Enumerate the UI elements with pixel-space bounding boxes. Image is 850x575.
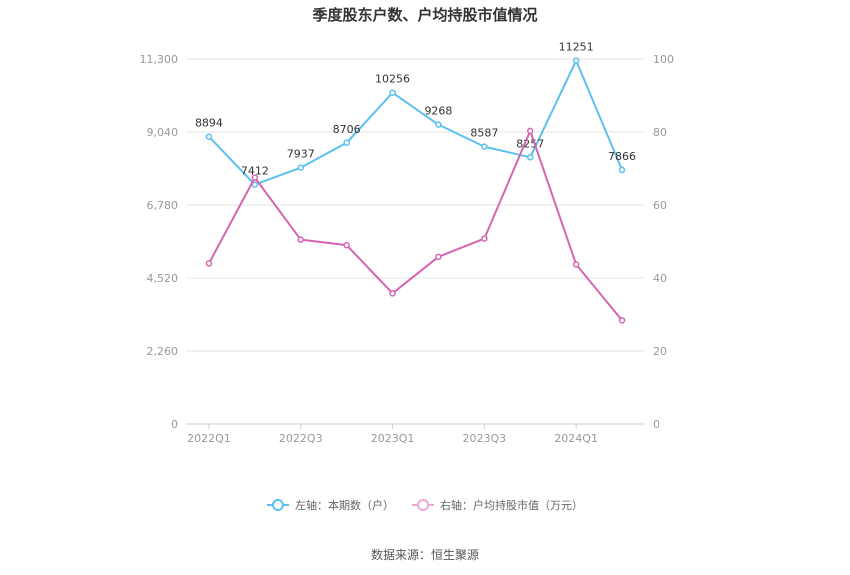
x-tick-label: 2023Q3 [463,432,507,445]
data-point-0 [618,166,626,174]
y-right-tick-label: 20 [653,345,667,358]
y-right-tick-label: 80 [653,126,667,139]
data-point-0 [343,139,350,147]
data-point-1 [618,317,626,324]
y-left-tick-label: 9,040 [147,126,179,139]
y-right-tick-label: 0 [653,418,660,431]
y-right-tick-label: 60 [653,199,667,212]
data-source: 数据来源：恒生聚源 [370,548,479,562]
data-label: 9268 [424,105,452,118]
data-point-0 [389,89,396,96]
data-label: 10256 [375,73,410,86]
data-point-0 [527,154,534,161]
legend-swatch-avg-value-icon [412,499,434,511]
data-point-1 [205,260,213,267]
data-label: 7412 [241,165,269,178]
data-point-1 [297,236,304,243]
x-tick-label: 2022Q3 [279,432,323,445]
data-point-1 [527,127,534,135]
series-line-0 [208,59,623,186]
data-label: 7937 [287,148,315,161]
legend-label-households: 左轴：本期数（户） [295,499,394,512]
data-point-1 [435,253,442,261]
series-line-1 [208,129,623,321]
data-point-0 [205,133,213,140]
legend-item-households[interactable]: 左轴：本期数（户） [267,497,394,513]
data-point-0 [572,57,580,64]
x-tick-label: 2023Q1 [371,432,415,445]
x-tick-label: 2024Q1 [554,432,598,445]
data-point-0 [481,143,488,150]
legend-item-avg-value[interactable]: 右轴：户均持股市值（万元） [412,497,583,513]
legend-swatch-households-icon [267,499,289,511]
data-point-1 [389,290,396,297]
chart-legend: 左轴：本期数（户） 右轴：户均持股市值（万元） [0,497,850,513]
chart-title: 季度股东户数、户均持股市值情况 [312,6,538,24]
data-label: 8587 [470,127,498,140]
data-label: 8894 [195,117,223,130]
data-point-0 [297,164,304,171]
data-point-1 [572,261,580,268]
data-point-1 [481,235,488,242]
data-label: 8257 [516,137,544,150]
data-point-1 [251,174,259,181]
x-tick-label: 2022Q1 [187,432,231,445]
y-left-tick-label: 2,260 [147,345,179,358]
legend-label-avg-value: 右轴：户均持股市值（万元） [440,499,583,512]
data-point-1 [343,241,350,249]
y-right-tick-label: 40 [653,272,667,285]
data-point-0 [251,181,259,188]
data-label: 7866 [608,150,636,163]
data-label: 8706 [333,123,361,136]
y-left-tick-label: 11,300 [140,53,179,66]
chart-plot: 0 0 2,260 20 4,520 40 6,780 60 9,040 80 11,300 100 2… [140,41,675,445]
y-right-tick-label: 100 [653,53,674,66]
data-label: 11251 [559,41,594,54]
y-left-tick-label: 6,780 [147,199,179,212]
y-left-tick-label: 4,520 [147,272,179,285]
data-point-0 [435,121,442,128]
y-left-tick-label: 0 [171,418,178,431]
